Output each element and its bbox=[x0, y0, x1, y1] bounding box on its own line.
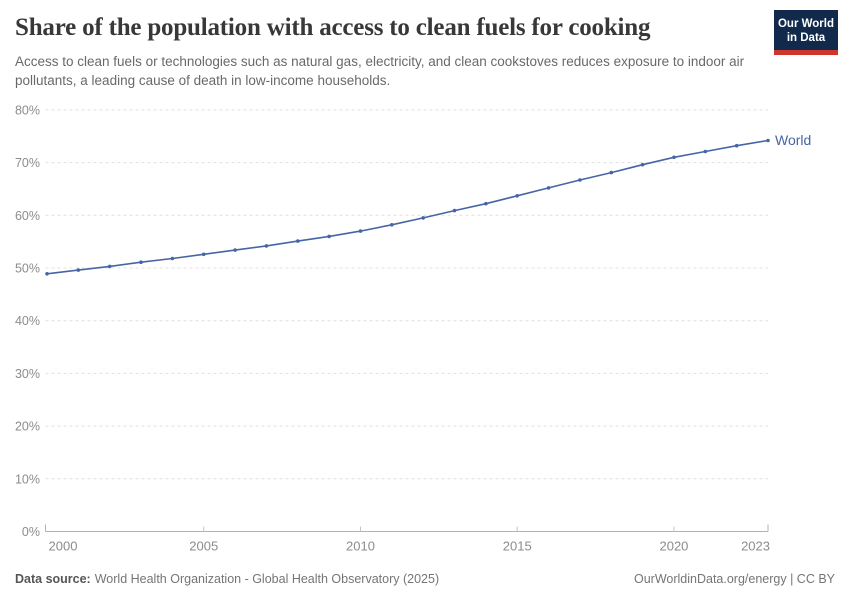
y-tick-label: 70% bbox=[15, 156, 40, 170]
data-point[interactable] bbox=[515, 194, 519, 198]
data-point[interactable] bbox=[107, 264, 112, 269]
x-tick-label: 2005 bbox=[189, 539, 218, 554]
data-point[interactable] bbox=[766, 138, 770, 143]
owid-logo-line2: in Data bbox=[786, 32, 826, 45]
line-chart: 0% 10% 20% 30% 40% 50% 60% 70% 80% 2000 2005 2010 20… bbox=[0, 95, 850, 570]
data-point[interactable] bbox=[201, 252, 206, 257]
data-source: Data source: World Health Organization - … bbox=[15, 572, 439, 586]
y-tick-label: 20% bbox=[15, 420, 40, 434]
x-tick-label: 2020 bbox=[659, 539, 688, 554]
y-tick-label: 40% bbox=[15, 314, 40, 328]
data-point[interactable] bbox=[296, 239, 300, 243]
data-point[interactable] bbox=[672, 155, 676, 160]
y-tick-label: 60% bbox=[15, 209, 40, 223]
data-point[interactable] bbox=[233, 248, 237, 252]
page-title: Share of the population with access to c… bbox=[15, 14, 651, 41]
data-point[interactable] bbox=[484, 201, 488, 206]
data-point[interactable] bbox=[170, 256, 175, 261]
line-chart-canvas: 0% 10% 20% 30% 40% 50% 60% 70% 80% 2000 2005 2010 20… bbox=[15, 103, 811, 554]
data-point[interactable] bbox=[578, 178, 582, 182]
data-source-label: Data source: bbox=[15, 572, 91, 586]
data-point[interactable] bbox=[640, 162, 645, 167]
world-series-line[interactable] bbox=[46, 139, 769, 275]
data-source-text: World Health Organization - Global Healt… bbox=[94, 572, 440, 586]
series-label-world[interactable]: World bbox=[775, 132, 811, 148]
owid-logo-line1: Our World bbox=[777, 18, 834, 30]
data-point[interactable] bbox=[390, 223, 394, 227]
owid-logo[interactable]: Our World in Data bbox=[774, 10, 838, 56]
data-point[interactable] bbox=[327, 234, 331, 239]
data-point[interactable] bbox=[546, 186, 551, 190]
owid-credit-link[interactable]: OurWorldinData.org/energy | CC BY bbox=[633, 572, 835, 586]
y-tick-label: 0% bbox=[22, 525, 40, 539]
x-tick-label: 2023 bbox=[741, 539, 770, 554]
data-point[interactable] bbox=[45, 272, 49, 276]
y-tick-label: 30% bbox=[15, 367, 40, 381]
y-tick-label: 50% bbox=[15, 262, 40, 276]
chart-header: Share of the population with access to c… bbox=[15, 14, 760, 90]
x-tick-label: 2000 bbox=[49, 539, 78, 554]
data-point[interactable] bbox=[264, 244, 269, 248]
data-point[interactable] bbox=[703, 149, 708, 154]
data-point[interactable] bbox=[452, 208, 457, 213]
x-tick-label: 2010 bbox=[346, 539, 375, 554]
data-point[interactable] bbox=[139, 260, 143, 264]
chart-footer: Data source: World Health Organization - … bbox=[15, 572, 835, 586]
y-tick-label: 10% bbox=[15, 472, 40, 486]
data-point[interactable] bbox=[76, 268, 81, 272]
data-point[interactable] bbox=[609, 170, 614, 175]
y-tick-label: 80% bbox=[15, 103, 40, 117]
x-tick-label: 2015 bbox=[503, 539, 532, 554]
data-point[interactable] bbox=[734, 143, 739, 148]
chart-subtitle: Access to clean fuels or technologies su… bbox=[15, 54, 745, 89]
data-point[interactable] bbox=[358, 229, 363, 233]
data-point[interactable] bbox=[421, 216, 426, 220]
